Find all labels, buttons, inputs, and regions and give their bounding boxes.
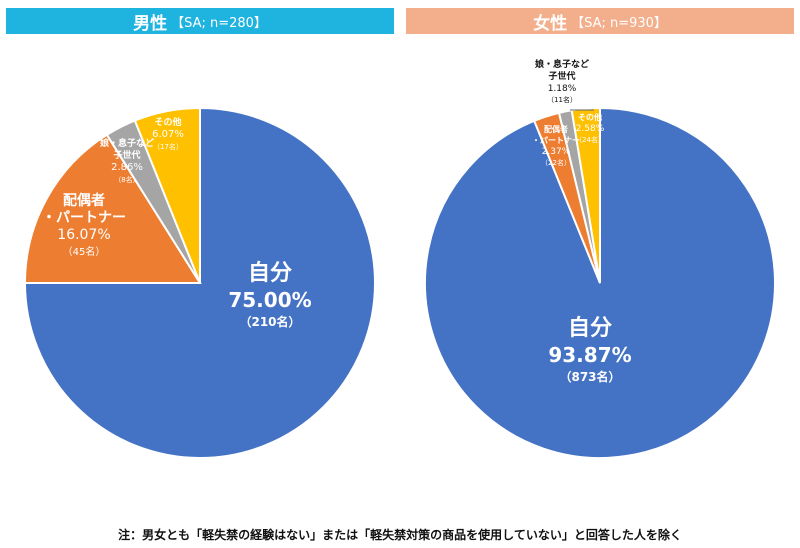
slice-label-haigusha-line1: ・パートナー <box>42 210 126 226</box>
male-chart-header: 男性 【SA; n=280】 <box>6 8 394 34</box>
slice-count-sonota: （17名） <box>153 142 183 151</box>
slice-label-jibun: 自分 <box>568 315 612 341</box>
slice-count-kodomo: （8名） <box>114 175 139 184</box>
male-chart-subtitle: 【SA; n=280】 <box>171 15 267 31</box>
slice-count-kodomo: （11名） <box>547 95 577 104</box>
slice-label-kodomo-line1: 子世代 <box>113 149 140 161</box>
female-chart-header: 女性 【SA; n=930】 <box>406 8 794 34</box>
slice-count-haigusha: （22名） <box>541 158 571 167</box>
footnote: 注：男女とも「軽失禁の経験はない」または「軽失禁対策の商品を使用していない」と回… <box>118 528 682 542</box>
female-chart-subtitle: 【SA; n=930】 <box>571 15 667 31</box>
slice-count-haigusha: （45名） <box>63 245 106 258</box>
slice-count-sonota: （24名） <box>575 135 605 144</box>
slice-label-sonota-line0: その他 <box>578 112 602 122</box>
slice-count-jibun: （873名） <box>559 369 620 384</box>
slice-label-jibun: 自分 <box>248 260 292 286</box>
pie-slice-sonota <box>133 106 201 284</box>
slice-percent-haigusha: 2.37% <box>542 147 571 157</box>
slice-percent-sonota: 2.58% <box>576 124 605 134</box>
slice-percent-haigusha: 16.07% <box>57 227 110 243</box>
slice-label-kodomo-line0: 娘・息子など <box>100 137 154 149</box>
slice-percent-sonota: 6.07% <box>152 129 184 140</box>
slice-label-sonota-line0: その他 <box>154 116 181 128</box>
slice-label-kodomo-line0: 娘・息子など <box>535 58 589 70</box>
slice-percent-jibun: 75.00% <box>228 288 311 312</box>
slice-percent-kodomo: 1.18% <box>548 84 577 94</box>
female-chart-title: 女性 <box>533 13 568 34</box>
male-chart-title: 男性 <box>133 13 168 34</box>
slice-percent-kodomo: 2.86% <box>111 162 143 173</box>
slice-count-jibun: （210名） <box>239 314 300 329</box>
slice-label-haigusha-line0: 配偶者 <box>544 124 568 134</box>
pie-slice-haigusha <box>23 133 202 284</box>
slice-percent-jibun: 93.87% <box>548 343 631 367</box>
slice-label-haigusha-line0: 配偶者 <box>63 192 105 209</box>
slice-label-haigusha-line1: ・パートナー <box>532 135 580 145</box>
slice-label-kodomo-line1: 子世代 <box>548 70 575 82</box>
